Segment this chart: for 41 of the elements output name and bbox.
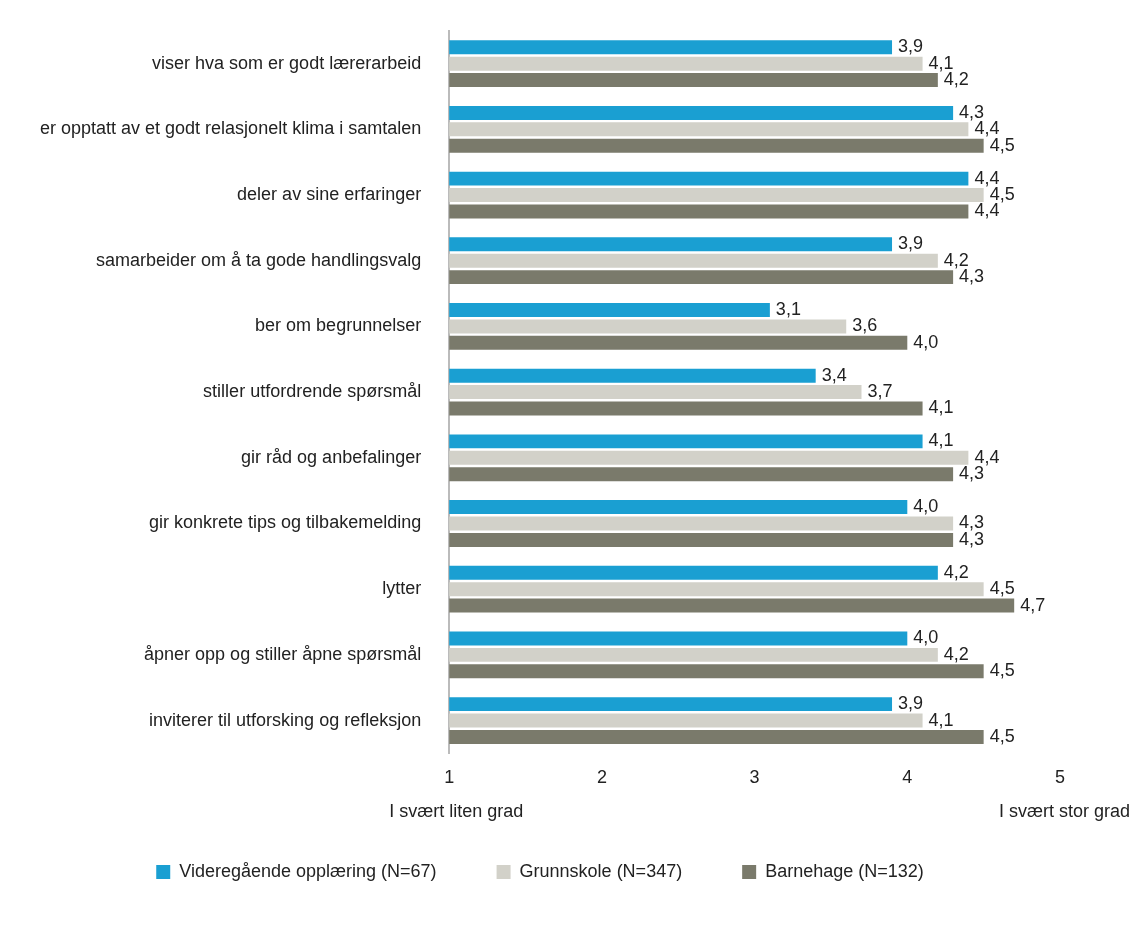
legend-label: Barnehage (N=132) (765, 860, 924, 881)
y-tick-label: gir konkrete tips og tilbakemelding (149, 512, 422, 533)
data-label: 4,1 (928, 397, 954, 418)
y-tick-label: gir råd og anbefalinger (241, 446, 422, 467)
x-tick-label: 1 (444, 767, 455, 788)
data-label: 4,0 (913, 627, 939, 648)
text: I svært liten grad (389, 801, 524, 822)
data-label: 3,9 (898, 693, 924, 714)
y-tick-label: er opptatt av et godt relasjonelt klima i samtalen (40, 118, 422, 139)
data-label: 4,5 (989, 725, 1015, 746)
data-label: 4,2 (943, 643, 969, 664)
y-tick-label: deler av sine erfaringer (237, 184, 422, 204)
data-label: 3,9 (898, 36, 924, 57)
y-tick-label: viser hva som er godt lærerarbeid (152, 52, 422, 73)
data-label: 4,1 (928, 709, 954, 730)
legend-label: Grunnskole (N=347) (519, 860, 683, 881)
data-label: 4,0 (913, 496, 939, 517)
y-tick-label: lytter (382, 578, 422, 599)
data-label: 4,2 (943, 561, 969, 582)
legend-label: Videregående opplæring (N=67) (179, 860, 437, 881)
data-label: 4,3 (959, 512, 985, 533)
data-label: 4,1 (928, 430, 954, 451)
data-label: 4,5 (989, 578, 1015, 599)
y-tick-label: åpner opp og stiller åpne spørsmål (144, 643, 422, 664)
data-label: 3,6 (852, 315, 878, 336)
text: I svært stor grad (998, 801, 1130, 822)
x-tick-label: 3 (749, 767, 760, 788)
data-label: 3,4 (821, 364, 847, 385)
y-tick-label: inviterer til utforsking og refleksjon (149, 709, 422, 730)
data-label: 4,0 (913, 331, 939, 352)
data-label: 4,5 (989, 660, 1015, 681)
data-label: 3,9 (898, 233, 924, 254)
y-tick-label: ber om begrunnelser (255, 315, 422, 336)
data-label: 3,7 (867, 381, 893, 402)
x-tick-label: 2 (596, 767, 607, 788)
x-tick-label: 4 (902, 767, 913, 788)
y-tick-label: samarbeider om å ta gode handlingsvalg (95, 249, 422, 270)
data-label: 3,1 (775, 298, 801, 319)
data-label: 4,7 (1020, 594, 1046, 615)
x-tick-label: 5 (1054, 767, 1066, 788)
y-tick-label: stiller utfordrende spørsmål (203, 381, 422, 402)
